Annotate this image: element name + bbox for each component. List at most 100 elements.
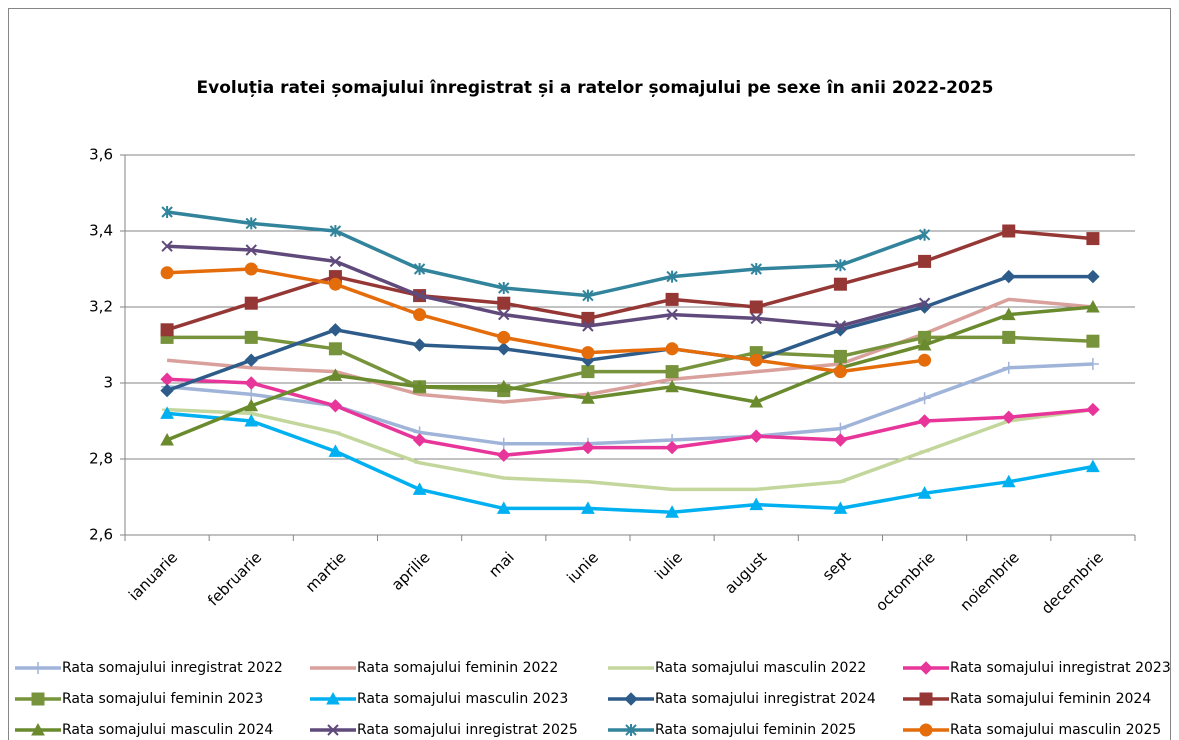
series-line <box>166 305 1094 442</box>
data-point <box>328 444 343 457</box>
data-point <box>918 353 932 367</box>
data-point <box>581 365 595 379</box>
data-point <box>665 440 679 455</box>
legend-label: Rata somajului feminin 2024 <box>950 691 1151 707</box>
data-point <box>665 342 679 356</box>
data-point <box>244 296 258 310</box>
data-point <box>329 255 342 268</box>
series-line <box>166 274 1093 393</box>
data-point <box>161 206 173 218</box>
data-point <box>1086 402 1100 417</box>
data-point <box>244 353 258 367</box>
legend-label: Rata somajului masculin 2024 <box>62 722 273 738</box>
legend-marker <box>31 692 45 706</box>
legend-label: Rata somajului inregistrat 2024 <box>655 691 876 707</box>
data-point <box>834 259 847 272</box>
data-point <box>749 429 763 443</box>
data-point <box>244 398 259 412</box>
series-line <box>167 377 1094 457</box>
data-point <box>665 292 679 306</box>
data-point <box>665 365 679 379</box>
data-point <box>413 263 426 275</box>
data-point <box>244 262 258 276</box>
data-point <box>329 225 342 237</box>
series-line <box>167 244 926 328</box>
data-point <box>665 505 679 518</box>
legend-label: Rata somajului masculin 2025 <box>950 722 1161 738</box>
legend-label: Rata somajului inregistrat 2022 <box>62 660 283 676</box>
data-point <box>834 320 847 332</box>
data-point <box>497 448 511 462</box>
data-point <box>834 422 847 435</box>
data-point <box>161 240 173 252</box>
data-point <box>750 263 762 275</box>
data-point <box>833 277 847 291</box>
data-point <box>666 270 678 283</box>
legend-marker <box>327 724 339 736</box>
legend-marker <box>625 724 637 736</box>
data-point <box>1002 330 1016 344</box>
data-point <box>413 289 426 302</box>
legend-label: Rata somajului feminin 2022 <box>357 660 558 676</box>
data-point <box>749 497 764 511</box>
legend-label: Rata somajului inregistrat 2023 <box>950 660 1171 676</box>
data-point <box>581 346 595 360</box>
data-point <box>496 379 511 393</box>
legend-label: Rata somajului inregistrat 2025 <box>357 722 578 738</box>
data-point <box>918 297 931 309</box>
y-tick-label: 2,6 <box>89 526 113 544</box>
series-line <box>167 407 1094 492</box>
data-point <box>918 254 932 268</box>
legend-label: Rata somajului feminin 2025 <box>655 722 856 738</box>
data-point <box>581 391 595 404</box>
y-tick-label: 3,6 <box>89 146 113 164</box>
data-point <box>497 342 511 356</box>
y-tick-label: 3,2 <box>89 298 113 316</box>
data-point <box>1086 232 1100 246</box>
series-line <box>166 210 926 298</box>
data-point <box>917 337 932 351</box>
y-tick-label: 3,4 <box>89 222 113 240</box>
data-point <box>917 486 932 499</box>
series-line <box>166 297 1094 404</box>
data-point <box>1002 410 1016 424</box>
data-point <box>498 282 510 294</box>
data-point <box>413 308 427 322</box>
data-point <box>160 383 174 398</box>
data-point <box>244 376 258 390</box>
legend-marker <box>31 722 45 736</box>
data-point <box>582 289 594 302</box>
series-line <box>167 335 1093 393</box>
legend-label: Rata somajului feminin 2023 <box>62 691 263 707</box>
data-point <box>328 342 342 356</box>
series-line <box>166 411 1094 514</box>
data-point <box>497 296 511 310</box>
data-point <box>749 353 763 367</box>
data-point <box>497 330 511 344</box>
chart-title: Evoluția ratei șomajului înregistrat și … <box>197 78 994 98</box>
series-line <box>167 267 925 374</box>
data-point <box>1086 299 1100 313</box>
data-point <box>666 308 678 321</box>
data-point <box>328 399 343 413</box>
data-point <box>917 414 932 428</box>
data-point <box>833 433 848 447</box>
data-point <box>496 501 511 514</box>
data-point <box>582 320 594 332</box>
data-point <box>328 323 343 337</box>
data-point <box>581 501 595 514</box>
data-point <box>328 368 343 381</box>
data-point <box>1086 358 1099 370</box>
series-line <box>166 362 1093 446</box>
legend-marker <box>624 692 638 706</box>
data-point <box>918 228 931 241</box>
data-point <box>160 266 174 280</box>
data-point <box>665 379 679 393</box>
data-point <box>1001 474 1016 488</box>
data-point <box>412 379 427 393</box>
data-point <box>1086 269 1100 284</box>
data-point <box>833 501 848 514</box>
data-point <box>833 349 847 363</box>
data-point <box>581 440 595 455</box>
